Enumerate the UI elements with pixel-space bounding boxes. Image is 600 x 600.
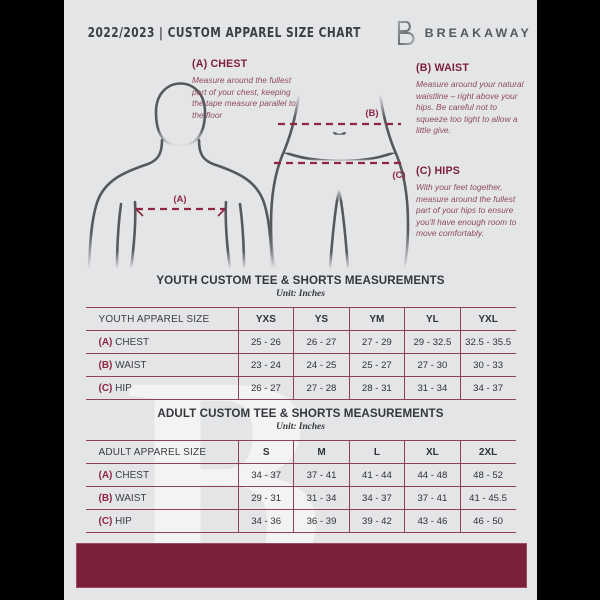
adult-row-1-label: (B) WAIST — [85, 486, 239, 510]
youth-unit: Unit: Inches — [276, 289, 325, 299]
adult-cell-0-1: 37 - 41 — [293, 463, 350, 487]
youth-row-1-tag: (B) — [98, 359, 113, 371]
youth-col-2: YM — [348, 307, 406, 331]
youth-cell-2-1: 27 - 28 — [293, 376, 350, 400]
brand-name: BREAKAWAY — [424, 26, 532, 40]
youth-col-4: YXL — [459, 307, 516, 331]
youth-row-2-tag: (C) — [98, 382, 113, 394]
youth-col-3: YL — [404, 307, 461, 331]
adult-cell-1-3: 37 - 41 — [404, 486, 461, 510]
youth-title: YOUTH CUSTOM TEE & SHORTS MEASUREMENTS — [156, 274, 445, 287]
youth-cell-0-1: 26 - 27 — [293, 330, 350, 354]
adult-col-2: L — [348, 440, 406, 464]
adult-row-2-name: HIP — [115, 515, 132, 527]
adult-col-0: S — [237, 440, 295, 464]
adult-cell-2-4: 46 - 50 — [459, 509, 516, 533]
youth-cell-1-3: 27 - 30 — [404, 353, 461, 377]
youth-cell-0-2: 27 - 29 — [348, 330, 406, 354]
note-chest: (A) CHEST Measure around the fullest par… — [192, 58, 302, 121]
table-row: (A) CHEST 34 - 37 37 - 41 41 - 44 44 - 4… — [85, 463, 516, 487]
table-row: (A) CHEST 25 - 26 26 - 27 27 - 29 29 - 3… — [85, 330, 516, 354]
youth-section: YOUTH CUSTOM TEE & SHORTS MEASUREMENTS U… — [64, 274, 537, 400]
note-waist-body: Measure around your natural waistline – … — [416, 79, 524, 136]
adult-cell-1-2: 34 - 37 — [348, 486, 406, 510]
adult-size-table: ADULT APPAREL SIZE S M L XL 2XL (A) CHES… — [85, 440, 516, 533]
adult-row-0-label: (A) CHEST — [85, 463, 239, 487]
adult-unit: Unit: Inches — [276, 422, 325, 432]
adult-cell-1-1: 31 - 34 — [293, 486, 350, 510]
youth-cell-0-0: 25 - 26 — [237, 330, 295, 354]
youth-row-2-label: (C) HIP — [85, 376, 239, 400]
brand-lockup: BREAKAWAY — [393, 20, 532, 46]
adult-row-2-label: (C) HIP — [85, 509, 239, 533]
youth-cell-1-0: 23 - 24 — [237, 353, 295, 377]
youth-size-label: YOUTH APPAREL SIZE — [85, 307, 239, 331]
youth-cell-1-2: 25 - 27 — [348, 353, 406, 377]
youth-cell-0-4: 32.5 - 35.5 — [459, 330, 516, 354]
page-header: 2022/2023 | CUSTOM APPAREL SIZE CHART BR… — [64, 14, 537, 52]
adult-cell-0-2: 41 - 44 — [348, 463, 406, 487]
adult-row-1-tag: (B) — [98, 492, 113, 504]
youth-row-1-name: WAIST — [115, 359, 147, 371]
note-hips-body: With your feet together, measure around … — [416, 182, 517, 239]
upper-body-outline-icon: (A) — [78, 54, 283, 269]
youth-row-2-name: HIP — [115, 382, 132, 394]
adult-cell-2-0: 34 - 36 — [237, 509, 295, 533]
youth-cell-2-3: 31 - 34 — [404, 376, 461, 400]
youth-row-0-tag: (A) — [98, 336, 113, 348]
adult-row-0-tag: (A) — [98, 469, 113, 481]
adult-cell-0-3: 44 - 48 — [404, 463, 461, 487]
svg-text:(C): (C) — [392, 170, 405, 181]
youth-row-0-name: CHEST — [115, 336, 150, 348]
youth-cell-0-3: 29 - 32.5 — [404, 330, 461, 354]
adult-cell-0-4: 48 - 52 — [459, 463, 516, 487]
adult-col-1: M — [293, 440, 350, 464]
note-hips-heading: (C) HIPS — [416, 165, 460, 177]
youth-size-table: YOUTH APPAREL SIZE YXS YS YM YL YXL (A) … — [85, 307, 516, 400]
table-row: (C) HIP 26 - 27 27 - 28 28 - 31 31 - 34 … — [85, 376, 516, 400]
breakaway-b-monogram-icon — [394, 20, 415, 46]
adult-section: ADULT CUSTOM TEE & SHORTS MEASUREMENTS U… — [64, 407, 537, 533]
youth-cell-1-1: 24 - 25 — [293, 353, 350, 377]
measurement-diagrams: (A) — [64, 52, 537, 270]
adult-col-4: 2XL — [459, 440, 516, 464]
youth-cell-2-2: 28 - 31 — [348, 376, 406, 400]
adult-row-1-name: WAIST — [115, 492, 147, 504]
adult-title: ADULT CUSTOM TEE & SHORTS MEASUREMENTS — [157, 407, 444, 420]
adult-cell-1-0: 29 - 31 — [237, 486, 295, 510]
size-chart-page: B 2022/2023 | CUSTOM APPAREL SIZE CHART … — [64, 0, 537, 600]
youth-col-1: YS — [293, 307, 350, 331]
adult-cell-1-4: 41 - 45.5 — [459, 486, 516, 510]
adult-size-label: ADULT APPAREL SIZE — [85, 440, 239, 464]
svg-text:(A): (A) — [173, 194, 186, 205]
svg-text:(B): (B) — [365, 108, 378, 119]
table-header-row: ADULT APPAREL SIZE S M L XL 2XL — [85, 440, 516, 464]
footer-bar — [76, 543, 527, 588]
table-header-row: YOUTH APPAREL SIZE YXS YS YM YL YXL — [85, 307, 516, 331]
note-chest-body: Measure around the fullest part of your … — [192, 75, 296, 120]
adult-cell-0-0: 34 - 37 — [237, 463, 295, 487]
youth-cell-2-4: 34 - 37 — [459, 376, 516, 400]
adult-row-0-name: CHEST — [115, 469, 150, 481]
adult-cell-2-2: 39 - 42 — [348, 509, 406, 533]
note-hips: (C) HIPS With your feet together, measur… — [416, 165, 530, 240]
table-row: (B) WAIST 29 - 31 31 - 34 34 - 37 37 - 4… — [85, 486, 516, 510]
adult-cell-2-3: 43 - 46 — [404, 509, 461, 533]
youth-cell-2-0: 26 - 27 — [237, 376, 295, 400]
adult-row-2-tag: (C) — [98, 515, 113, 527]
note-waist: (B) WAIST Measure around your natural wa… — [416, 62, 528, 137]
youth-col-0: YXS — [237, 307, 295, 331]
chest-measure-line — [135, 207, 226, 217]
note-chest-heading: (A) CHEST — [192, 58, 248, 70]
table-row: (B) WAIST 23 - 24 24 - 25 25 - 27 27 - 3… — [85, 353, 516, 377]
page-title: 2022/2023 | CUSTOM APPAREL SIZE CHART — [87, 25, 361, 41]
lower-body-outline-icon: (B) (C) — [262, 94, 417, 269]
note-waist-heading: (B) WAIST — [416, 62, 469, 74]
table-row: (C) HIP 34 - 36 36 - 39 39 - 42 43 - 46 … — [85, 509, 516, 533]
adult-col-3: XL — [404, 440, 461, 464]
youth-row-1-label: (B) WAIST — [85, 353, 239, 377]
youth-row-0-label: (A) CHEST — [85, 330, 239, 354]
youth-cell-1-4: 30 - 33 — [459, 353, 516, 377]
adult-cell-2-1: 36 - 39 — [293, 509, 350, 533]
